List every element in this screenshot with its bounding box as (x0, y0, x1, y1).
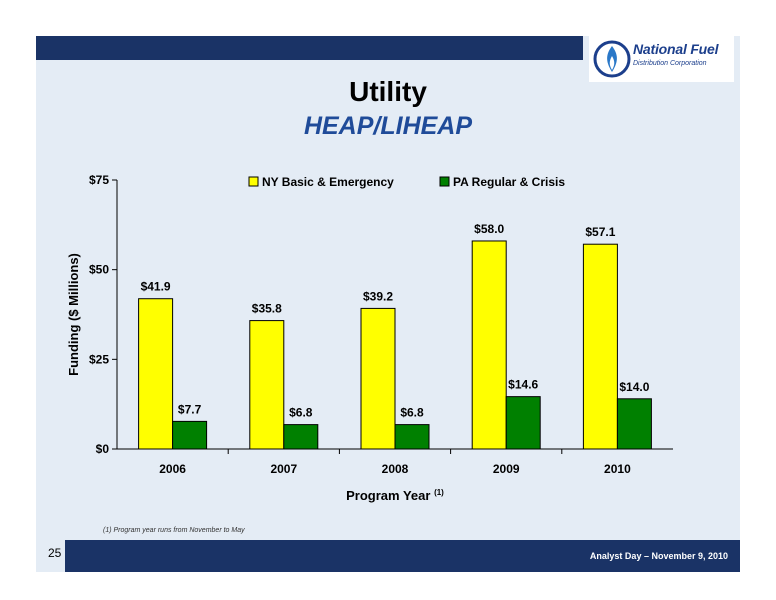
legend-label: PA Regular & Crisis (453, 175, 565, 189)
legend-swatch (248, 176, 259, 187)
x-axis-title: Program Year (1) (346, 488, 444, 503)
bar-ny (138, 298, 174, 450)
bar-pa (394, 424, 430, 450)
legend-swatch (439, 176, 450, 187)
logo-name: National Fuel (633, 41, 719, 57)
page-title: Utility (349, 76, 427, 107)
bar-pa (505, 396, 541, 450)
data-label: $39.2 (363, 289, 393, 303)
data-label: $57.1 (585, 225, 615, 239)
page-number: 25 (48, 546, 62, 560)
data-label: $6.8 (400, 406, 424, 420)
x-tick-label: 2008 (382, 462, 409, 476)
bar-pa (172, 420, 208, 450)
footnote: (1) Program year runs from November to M… (103, 527, 245, 534)
data-label: $35.8 (252, 302, 282, 316)
bar-ny (249, 320, 285, 450)
page-subtitle: HEAP/LIHEAP (303, 112, 473, 140)
bar-pa (283, 424, 319, 450)
bar-ny (582, 243, 618, 450)
y-tick-label: $25 (89, 352, 109, 366)
y-tick-label: $50 (89, 263, 109, 277)
x-tick-label: 2006 (159, 462, 186, 476)
data-label: $41.9 (141, 280, 171, 294)
data-label: $14.0 (619, 380, 649, 394)
flame-icon (593, 40, 631, 78)
bar-ny (471, 240, 507, 450)
x-tick-label: 2009 (493, 462, 520, 476)
logo-tagline: Distribution Corporation (633, 60, 707, 67)
bar-pa (616, 398, 652, 450)
y-tick-label: $0 (96, 442, 110, 456)
data-label: $7.7 (178, 402, 202, 416)
y-axis-title: Funding ($ Millions) (66, 253, 81, 376)
bar-ny (360, 307, 396, 450)
data-label: $58.0 (474, 222, 504, 236)
x-tick-label: 2010 (604, 462, 631, 476)
company-logo: National Fuel Distribution Corporation (589, 36, 734, 82)
data-label: $14.6 (508, 378, 538, 392)
header-bar (36, 36, 583, 60)
y-tick-label: $75 (89, 173, 109, 187)
footer-bar (65, 540, 740, 572)
legend-label: NY Basic & Emergency (262, 175, 394, 189)
x-tick-label: 2007 (270, 462, 297, 476)
footer-text: Analyst Day – November 9, 2010 (589, 551, 728, 561)
data-label: $6.8 (289, 406, 313, 420)
